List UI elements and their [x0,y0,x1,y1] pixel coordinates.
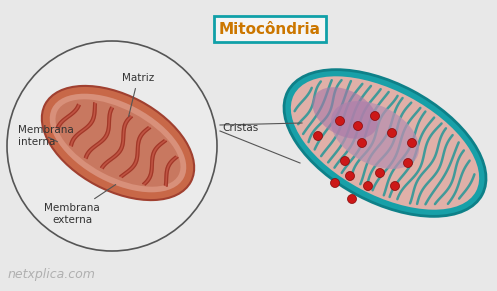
Circle shape [335,116,344,125]
Ellipse shape [42,86,194,200]
Circle shape [7,41,217,251]
Circle shape [353,122,362,130]
Polygon shape [143,140,166,185]
Ellipse shape [49,93,187,193]
Circle shape [388,129,397,138]
Text: Mitocôndria: Mitocôndria [219,22,321,36]
Ellipse shape [331,101,419,169]
Circle shape [347,194,356,203]
Circle shape [370,111,380,120]
Circle shape [345,171,354,180]
Circle shape [404,159,413,168]
Circle shape [408,139,416,148]
Polygon shape [70,103,96,146]
Polygon shape [56,104,80,129]
Polygon shape [120,127,151,178]
Circle shape [357,139,366,148]
Circle shape [376,168,385,178]
Circle shape [391,182,400,191]
Circle shape [363,182,372,191]
Polygon shape [84,107,113,159]
Ellipse shape [284,70,486,216]
Ellipse shape [291,76,479,210]
Text: Cristas: Cristas [222,123,258,133]
Text: netxplica.com: netxplica.com [8,268,96,281]
Ellipse shape [312,87,378,139]
Circle shape [314,132,323,141]
Circle shape [331,178,339,187]
Text: Membrana
externa: Membrana externa [44,184,116,225]
Polygon shape [165,156,178,186]
Polygon shape [101,116,132,168]
Ellipse shape [56,99,180,187]
Text: Matriz: Matriz [122,73,154,116]
Circle shape [340,157,349,166]
Text: Membrana
interna: Membrana interna [18,125,74,147]
